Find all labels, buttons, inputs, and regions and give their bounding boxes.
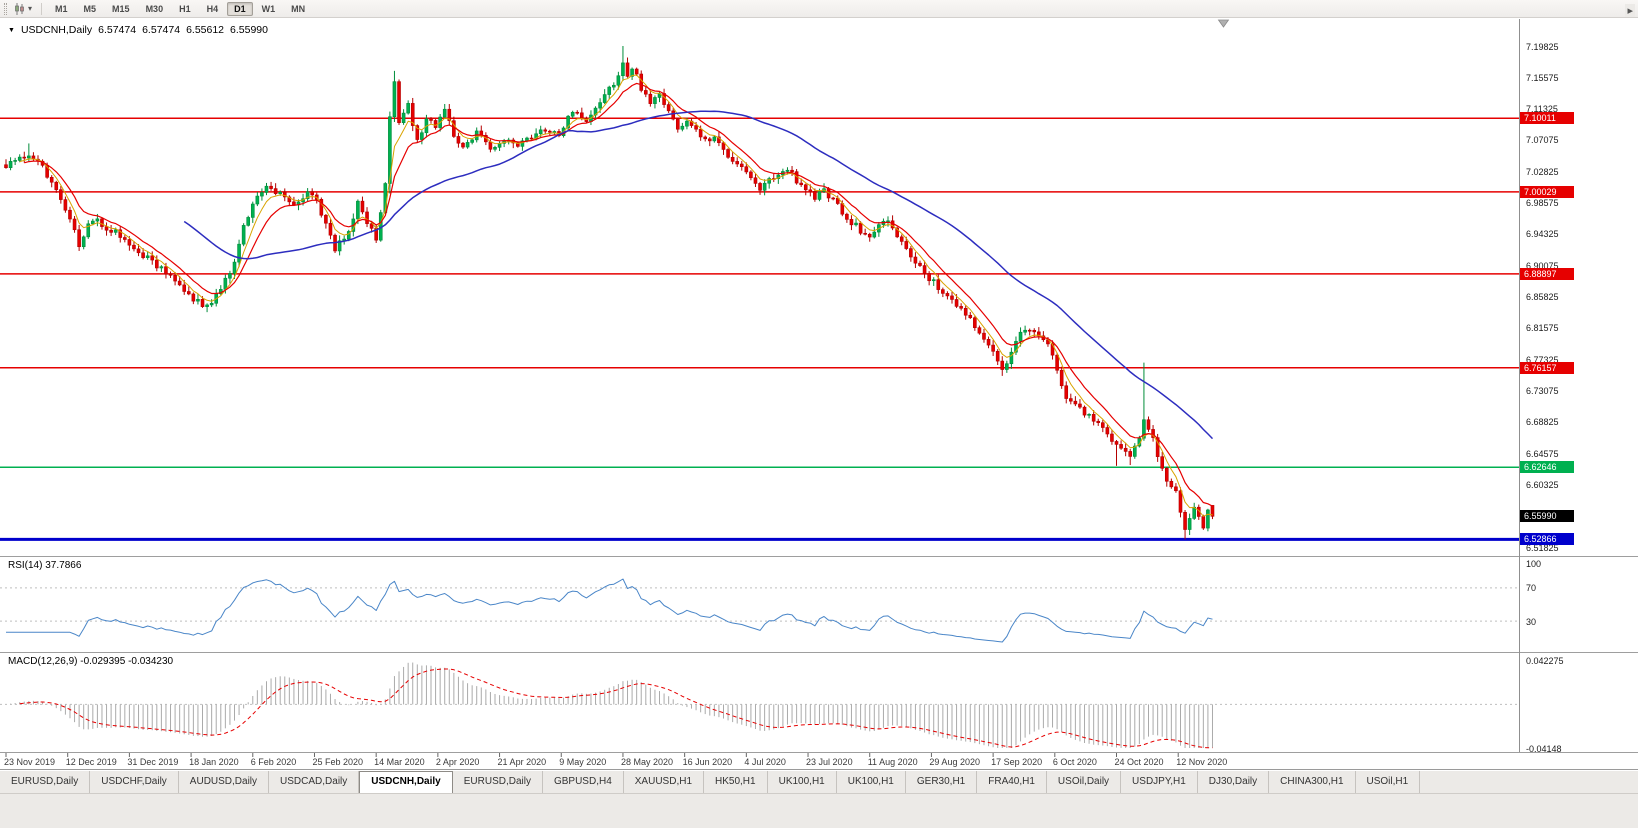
price-axis-label: 7.02825 [1526, 166, 1559, 177]
chart-type-dropdown-icon[interactable]: ▾ [28, 4, 33, 13]
timeframe-button-d1[interactable]: D1 [227, 1, 253, 16]
tab-usoil-daily[interactable]: USOil,Daily [1047, 771, 1122, 793]
timeframe-button-mn[interactable]: MN [291, 3, 306, 14]
tab-xauusd-h1[interactable]: XAUUSD,H1 [624, 771, 705, 793]
time-axis-label: 4 Jul 2020 [744, 757, 786, 767]
tab-eurusd-daily[interactable]: EURUSD,Daily [0, 771, 91, 793]
timeframe-button-h4[interactable]: H4 [206, 3, 219, 14]
toolbar-separator [41, 2, 43, 15]
time-axis-label: 23 Jul 2020 [806, 757, 853, 767]
price-axis-label: 6.73075 [1526, 385, 1559, 396]
timeframe-button-m1[interactable]: M1 [55, 3, 68, 14]
time-axis-label: 14 Mar 2020 [374, 757, 425, 767]
rsi-axis-label: 30 [1526, 616, 1537, 627]
tab-ger30-h1[interactable]: GER30,H1 [906, 771, 978, 793]
chart-tabs: EURUSD,Daily USDCHF,Daily AUDUSD,Daily USDC… [0, 771, 1421, 793]
time-axis-label: 25 Feb 2020 [312, 757, 364, 767]
price-axis-label: 7.11325 [1526, 104, 1558, 115]
time-axis-label: 16 Jun 2020 [682, 757, 733, 767]
tab-hk50-h1[interactable]: HK50,H1 [704, 771, 768, 793]
tab-china300-h1[interactable]: CHINA300,H1 [1269, 771, 1356, 793]
time-axis-label: 21 Apr 2020 [497, 757, 547, 767]
time-axis-label: 29 Aug 2020 [929, 757, 980, 767]
price-line-badge: 7.00029 [1520, 185, 1574, 198]
price-axis-label: 6.51825 [1526, 542, 1559, 553]
timeframe-buttons: M1 M5 M15 M30 H1 H4 D1 W1 MN [47, 1, 313, 16]
time-axis-label: 6 Feb 2020 [250, 757, 297, 767]
timeframe-button-w1[interactable]: W1 [261, 3, 276, 14]
price-axis-label: 6.64575 [1526, 448, 1559, 459]
timeframe-button-m15[interactable]: M15 [112, 3, 130, 14]
price-line-badge: 6.52866 [1520, 533, 1574, 546]
toolbar-drag-handle[interactable] [4, 2, 7, 15]
timeframe-button-m30[interactable]: M30 [145, 3, 164, 14]
ohlc-open: 6.57474 [98, 24, 137, 36]
chart-canvas[interactable] [0, 0, 1638, 771]
macd-axis-label: 0.042275 [1526, 655, 1564, 666]
rsi-label: RSI(14) 37.7866 [8, 560, 82, 571]
chart-tabs-bar: EURUSD,Daily USDCHF,Daily AUDUSD,Daily USDC… [0, 771, 1638, 794]
price-axis-label: 7.15575 [1526, 72, 1559, 83]
time-axis-label: 11 Aug 2020 [867, 757, 918, 767]
price-axis-label: 7.19825 [1526, 41, 1559, 52]
time-axis-label: 18 Jan 2020 [189, 757, 239, 767]
tab-uk100-h1[interactable]: UK100,H1 [768, 771, 837, 793]
price-line-badge: 6.62646 [1520, 461, 1574, 474]
tab-uk100-h1[interactable]: UK100,H1 [837, 771, 906, 793]
timeframe-button-h1[interactable]: H1 [179, 3, 191, 14]
tab-gbpusd-h4[interactable]: GBPUSD,H4 [543, 771, 624, 793]
price-axis-label: 6.94325 [1526, 229, 1559, 240]
tab-fra40-h1[interactable]: FRA40,H1 [977, 771, 1047, 793]
price-axis-label: 6.90075 [1526, 260, 1559, 271]
time-axis-label: 31 Dec 2019 [127, 757, 179, 767]
chart-area[interactable] [0, 18, 1638, 770]
price-line-badge: 6.76157 [1520, 361, 1574, 374]
tab-eurusd-daily[interactable]: EURUSD,Daily [453, 771, 543, 793]
symbol-label: USDCNH,Daily [20, 24, 93, 36]
price-axis-label: 6.85825 [1526, 292, 1559, 302]
timeframe-button-m5[interactable]: M5 [83, 3, 97, 14]
price-line-badge: 7.10011 [1520, 112, 1574, 125]
tab-usdcnh-daily[interactable]: USDCNH,Daily [359, 771, 453, 793]
chart-type-icon[interactable] [12, 2, 27, 15]
price-axis-label: 6.68825 [1526, 417, 1559, 428]
macd-axis-label: -0.04148 [1526, 743, 1562, 754]
price-axis-label: 6.81575 [1526, 323, 1559, 334]
tab-dj30-daily[interactable]: DJ30,Daily [1198, 771, 1270, 793]
rsi-axis-label: 100 [1526, 558, 1542, 569]
macd-label: MACD(12,26,9) -0.029395 -0.034230 [8, 656, 174, 667]
tab-usdcad-daily[interactable]: USDCAD,Daily [269, 771, 360, 793]
time-axis-label: 24 Oct 2020 [1114, 757, 1164, 767]
time-axis-label: 28 May 2020 [620, 757, 673, 767]
current-price-badge: 6.55990 [1520, 510, 1574, 523]
ohlc-low: 6.55612 [186, 24, 225, 36]
tab-usdjpy-h1[interactable]: USDJPY,H1 [1121, 771, 1198, 793]
time-axis-label: 2 Apr 2020 [435, 757, 480, 767]
tab-usdchf-daily[interactable]: USDCHF,Daily [90, 771, 179, 793]
ohlc-close: 6.55990 [230, 24, 268, 36]
price-axis-label: 6.60325 [1526, 479, 1559, 490]
time-axis-label: 6 Oct 2020 [1052, 757, 1097, 767]
price-line-badge: 6.88897 [1520, 267, 1574, 280]
time-axis-label: 9 May 2020 [559, 757, 607, 767]
time-axis-label: 17 Sep 2020 [991, 757, 1043, 767]
bottom-filler [0, 794, 1638, 828]
tab-usoil-h1[interactable]: USOil,H1 [1356, 771, 1421, 793]
price-axis-label: 7.07075 [1526, 135, 1559, 146]
tab-audusd-daily[interactable]: AUDUSD,Daily [179, 771, 270, 793]
timeframe-toolbar: ▾ M1 M5 M15 M30 H1 H4 D1 W1 MN [0, 0, 1638, 18]
time-axis-label: 12 Dec 2019 [65, 757, 117, 767]
rsi-axis-label: 70 [1526, 583, 1537, 594]
price-axis-label: 6.77325 [1526, 354, 1559, 365]
tab-scroll-right-icon[interactable]: ▸ [1625, 4, 1635, 17]
time-axis-label: 12 Nov 2020 [1176, 757, 1228, 767]
chart-title: ▼ USDCNH,Daily 6.57474 6.57474 6.55612 6… [8, 24, 268, 36]
price-axis-label: 6.98575 [1526, 198, 1559, 209]
ohlc-high: 6.57474 [142, 24, 181, 36]
time-axis-label: 23 Nov 2019 [4, 757, 56, 767]
collapse-triangle-icon[interactable]: ▼ [8, 26, 15, 34]
